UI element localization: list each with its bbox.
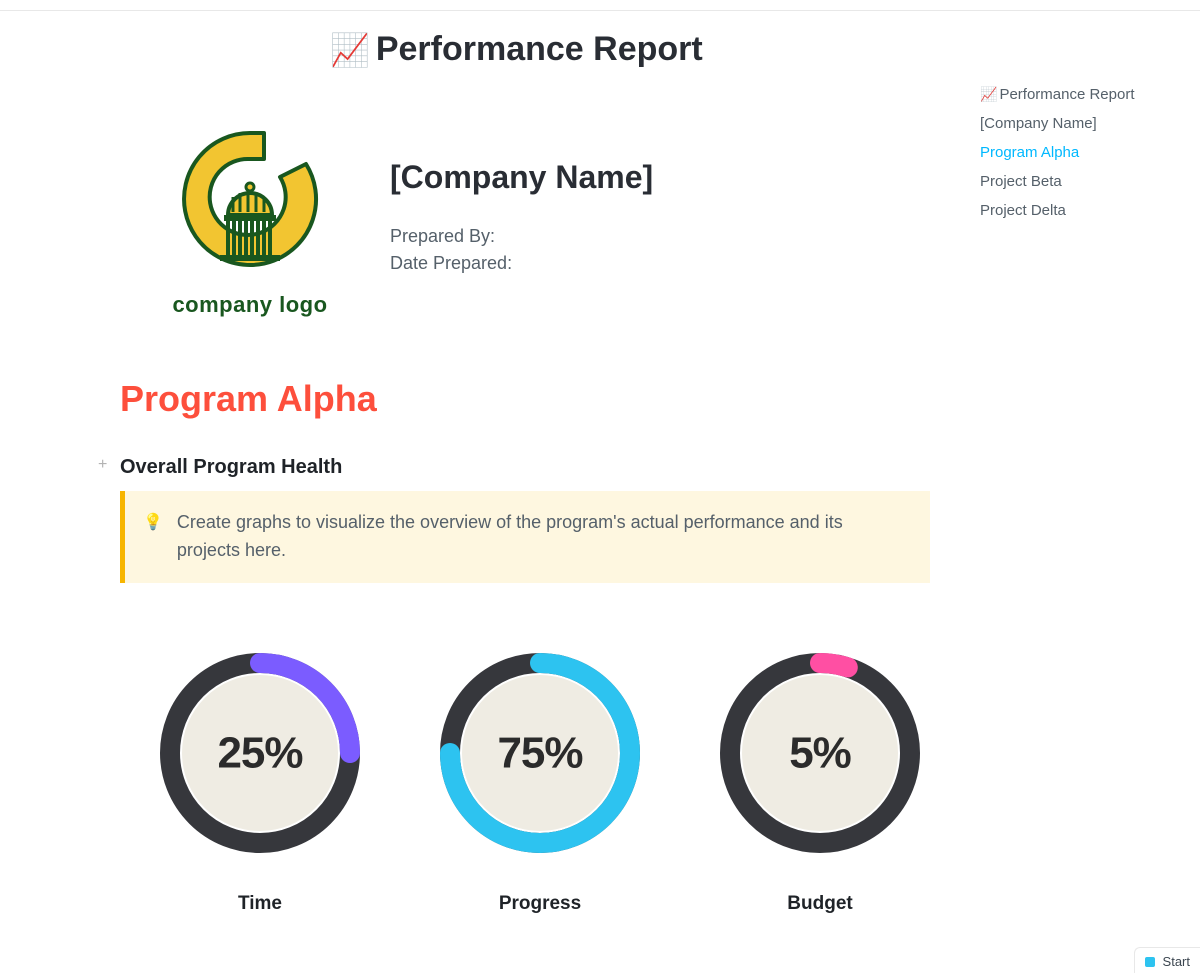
donut-chart: 25% <box>150 643 370 863</box>
outline-item-label: [Company Name] <box>980 115 1097 132</box>
donut-percent: 25% <box>217 728 302 777</box>
donut-label: Time <box>150 893 370 915</box>
company-logo-icon <box>170 119 330 279</box>
tip-callout[interactable]: 💡 Create graphs to visualize the overvie… <box>120 491 930 583</box>
lightbulb-icon: 💡 <box>143 511 163 536</box>
donut-row: 25% Time 75% Progress 5% Budget <box>150 643 960 915</box>
donut-label: Budget <box>710 893 930 915</box>
donut: 25% Time <box>150 643 370 915</box>
tip-callout-text: Create graphs to visualize the overview … <box>177 509 906 565</box>
donut-chart: 5% <box>710 643 930 863</box>
donut-percent: 5% <box>789 728 851 777</box>
add-block-icon[interactable]: + <box>98 456 107 474</box>
donut: 75% Progress <box>430 643 650 915</box>
page-title[interactable]: Performance Report <box>376 30 703 69</box>
company-block: company logo [Company Name] Prepared By:… <box>150 119 960 318</box>
date-prepared-label[interactable]: Date Prepared: <box>390 253 653 274</box>
start-color-swatch <box>1145 957 1155 967</box>
outline-item-label: Program Alpha <box>980 144 1079 161</box>
outline-item-label: Performance Report <box>999 86 1134 103</box>
start-label: Start <box>1163 954 1190 969</box>
company-name[interactable]: [Company Name] <box>390 159 653 196</box>
outline-item[interactable]: [Company Name] <box>980 109 1190 138</box>
outline-panel: 📈Performance Report [Company Name] Program… <box>980 80 1190 225</box>
donut-percent: 75% <box>497 728 582 777</box>
company-text: [Company Name] Prepared By: Date Prepare… <box>390 119 653 274</box>
program-heading[interactable]: Program Alpha <box>120 378 960 420</box>
outline-item[interactable]: Project Delta <box>980 196 1190 225</box>
donut: 5% Budget <box>710 643 930 915</box>
company-logo: company logo <box>150 119 350 318</box>
prepared-by-label[interactable]: Prepared By: <box>390 226 653 247</box>
start-chip[interactable]: Start <box>1134 947 1200 973</box>
donut-chart: 75% <box>430 643 650 863</box>
donut-label: Progress <box>430 893 650 915</box>
page-title-row: 📈 Performance Report <box>330 30 960 69</box>
outline-item-label: Project Beta <box>980 173 1062 190</box>
document-body: 📈 Performance Report <box>0 0 960 915</box>
outline-item-label: Project Delta <box>980 202 1066 219</box>
logo-caption: company logo <box>150 292 350 318</box>
outline-item[interactable]: Project Beta <box>980 167 1190 196</box>
outline-item[interactable]: Program Alpha <box>980 138 1190 167</box>
outline-item[interactable]: 📈Performance Report <box>980 80 1190 109</box>
overall-health-heading[interactable]: Overall Program Health <box>120 456 960 479</box>
chart-icon: 📈 <box>980 86 997 102</box>
chart-icon: 📈 <box>330 31 370 69</box>
